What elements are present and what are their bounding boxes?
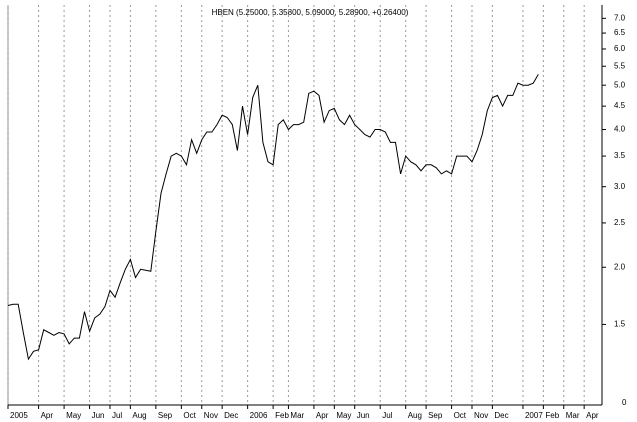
y-tick-label: 1.5 (614, 320, 626, 329)
x-tick-label: Jul (382, 411, 392, 420)
x-tick-label: Feb (275, 411, 289, 420)
chart-title: HBEN (5.25000, 5.35800, 5.09000, 5.28900… (212, 8, 409, 17)
x-tick-label: Sep (158, 411, 173, 420)
x-tick-label: Feb (545, 411, 559, 420)
x-tick-label: Sep (428, 411, 443, 420)
x-tick-label: Oct (183, 411, 196, 420)
y-tick-label: 5.0 (614, 80, 626, 89)
x-tick-label: Dec (224, 411, 238, 420)
y-tick-label: 7.0 (614, 13, 626, 22)
x-tick-label: Apr (586, 411, 599, 420)
x-tick-label: Apr (316, 411, 329, 420)
y-tick-label: 2.0 (614, 262, 626, 271)
x-tick-label: Mar (290, 411, 304, 420)
y-axis-bottom-label: 0 (622, 398, 627, 407)
x-tick-label: Jun (92, 411, 105, 420)
x-tick-label: Mar (566, 411, 580, 420)
y-tick-label: 5.5 (614, 61, 626, 70)
x-tick-label: Jul (112, 411, 122, 420)
x-tick-label: Dec (494, 411, 508, 420)
y-tick-label: 3.5 (614, 151, 626, 160)
x-tick-label: Nov (474, 411, 488, 420)
x-tick-label: Oct (454, 411, 467, 420)
x-tick-label: May (66, 411, 81, 420)
y-tick-label: 4.5 (614, 101, 626, 110)
y-tick-label: 4.0 (614, 125, 626, 134)
y-tick-label: 6.5 (614, 28, 626, 37)
x-tick-label: Aug (132, 411, 146, 420)
price-line (7, 74, 539, 361)
x-tick-label: 2006 (250, 411, 268, 420)
x-tick-label: May (336, 411, 351, 420)
y-tick-label: 3.0 (614, 182, 626, 191)
x-tick-label: 2007 (525, 411, 543, 420)
y-tick-label: 2.5 (614, 218, 626, 227)
x-tick-label: Nov (204, 411, 218, 420)
y-tick-label: 6.0 (614, 44, 626, 53)
x-tick-label: Aug (408, 411, 422, 420)
x-tick-label: 2005 (10, 411, 28, 420)
x-tick-label: Apr (41, 411, 54, 420)
x-tick-label: Jun (357, 411, 370, 420)
